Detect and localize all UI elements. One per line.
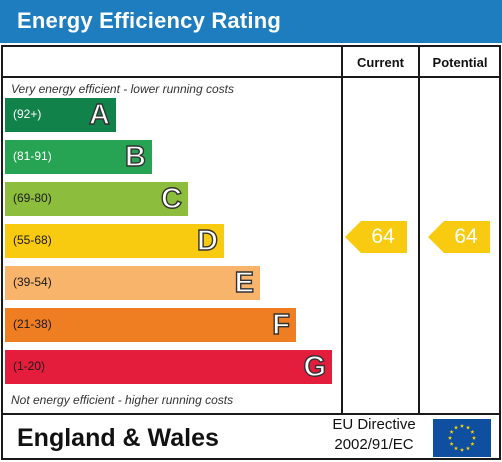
current-arrow-shape xyxy=(345,221,407,253)
potential-rating-value: 64 xyxy=(454,225,478,248)
eu-star-icon xyxy=(453,425,459,430)
band-range-label: (39-54) xyxy=(13,275,52,289)
band-range-label: (1-20) xyxy=(13,359,46,373)
band-b: (81-91) B xyxy=(5,140,152,174)
band-range-label: (69-80) xyxy=(13,191,52,205)
top-note: Very energy efficient - lower running co… xyxy=(11,82,234,96)
band-e: (39-54) E xyxy=(5,266,260,300)
band-d: (55-68) D xyxy=(5,224,224,258)
band-range-label: (92+) xyxy=(13,107,42,121)
band-letter: F xyxy=(272,308,291,341)
eu-flag-icon xyxy=(433,419,491,457)
current-column-header: Current xyxy=(357,55,404,70)
bottom-note: Not energy efficient - higher running co… xyxy=(11,393,234,407)
eu-star-icon xyxy=(449,429,454,434)
potential-column-header: Potential xyxy=(432,55,488,70)
header-bar: Energy Efficiency Rating xyxy=(0,0,502,43)
region-label: England & Wales xyxy=(17,424,219,452)
eu-star-icon xyxy=(470,441,475,446)
eu-star-icon xyxy=(459,447,465,452)
potential-column-divider xyxy=(418,45,420,415)
band-g: (1-20) G xyxy=(5,350,332,384)
eu-directive-label: EU Directive 2002/91/EC xyxy=(324,415,424,455)
band-range-label: (21-38) xyxy=(13,317,52,331)
band-letter: C xyxy=(160,182,182,215)
footer-divider xyxy=(1,413,501,415)
current-rating-value: 64 xyxy=(371,225,395,248)
band-letter: D xyxy=(196,224,218,257)
current-rating-arrow: 64 xyxy=(345,221,407,253)
eu-star-icon xyxy=(459,423,465,428)
eu-stars xyxy=(447,423,477,452)
band-range-label: (81-91) xyxy=(13,149,52,163)
rating-frame xyxy=(1,45,501,460)
current-column-divider xyxy=(341,45,343,415)
eu-star-icon xyxy=(471,435,477,440)
eu-star-icon xyxy=(465,446,471,451)
band-letter: B xyxy=(124,140,146,173)
eu-star-icon xyxy=(453,446,459,451)
band-a: (92+) A xyxy=(5,98,116,132)
band-letter: E xyxy=(234,266,255,299)
eu-directive-line1: EU Directive xyxy=(332,416,416,433)
header-divider xyxy=(1,76,501,78)
page-title: Energy Efficiency Rating xyxy=(17,8,281,33)
eu-star-icon xyxy=(447,435,453,440)
eu-star-icon xyxy=(449,441,454,446)
eu-directive-line2: 2002/91/EC xyxy=(334,436,414,453)
potential-rating-arrow: 64 xyxy=(428,221,490,253)
band-c: (69-80) C xyxy=(5,182,188,216)
band-range-label: (55-68) xyxy=(13,233,52,247)
band-letter: A xyxy=(88,98,110,131)
band-f: (21-38) F xyxy=(5,308,296,342)
eu-star-icon xyxy=(470,429,475,434)
potential-arrow-shape xyxy=(428,221,490,253)
eu-star-icon xyxy=(465,425,471,430)
band-letter: G xyxy=(303,350,327,383)
